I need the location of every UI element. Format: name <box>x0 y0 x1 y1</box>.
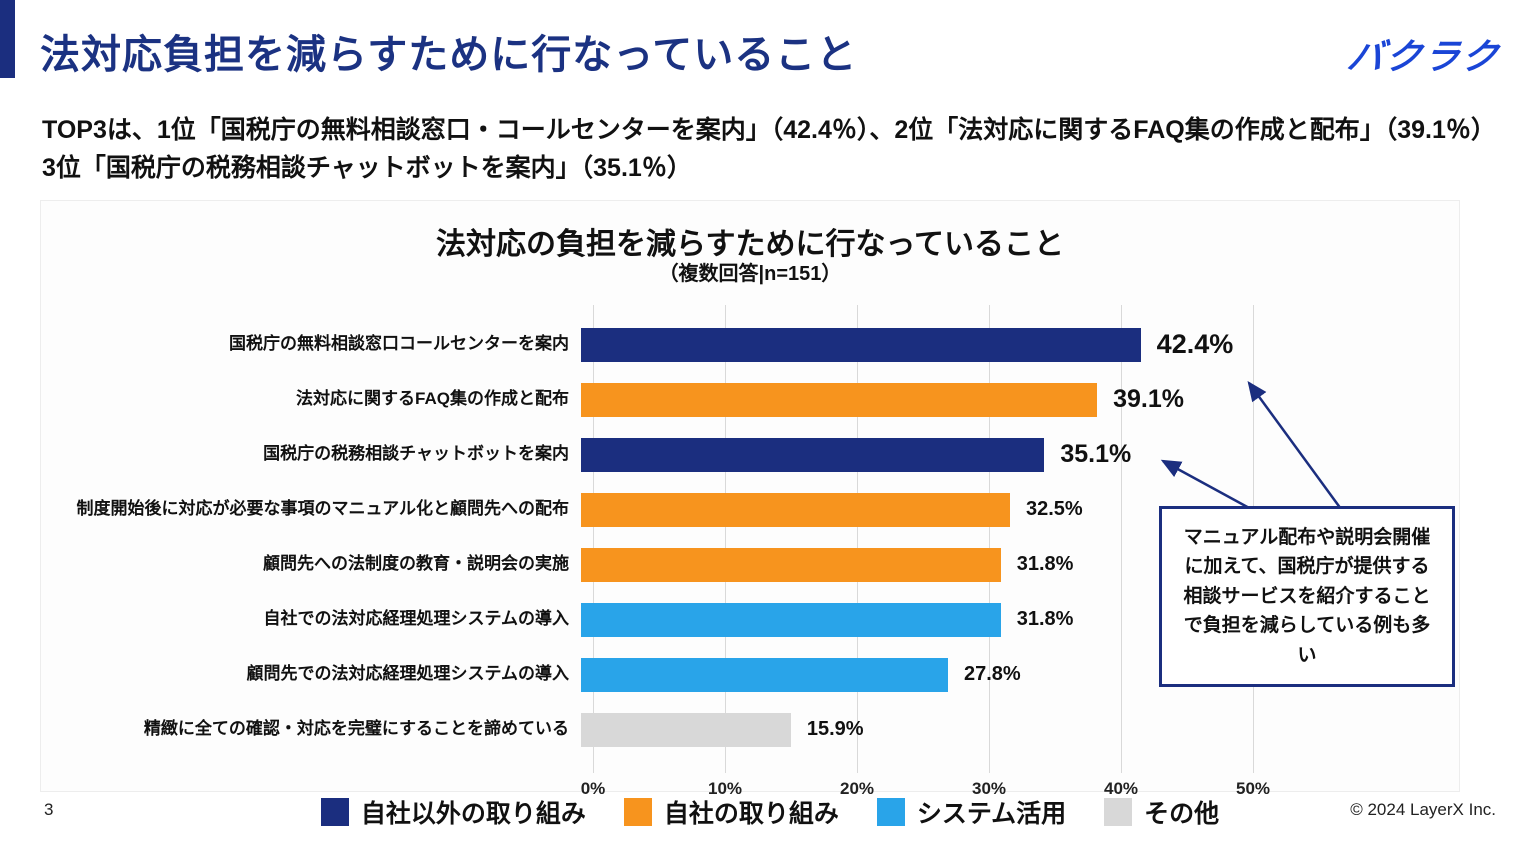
chart-row: 国税庁の無料相談窓口コールセンターを案内 42.4% <box>41 317 1459 372</box>
bar-wrap: 31.8% <box>581 537 1073 592</box>
bar-category-label: 国税庁の税務相談チャットボットを案内 <box>263 444 569 464</box>
bar-category-label: 顧問先での法対応経理処理システムの導入 <box>246 664 570 684</box>
gridline <box>593 305 594 773</box>
legend-item: 自社の取り組み <box>623 794 839 830</box>
chart-row: 法対応に関するFAQ集の作成と配布 39.1% <box>41 372 1459 427</box>
title-accent-bar <box>0 0 15 78</box>
bar-wrap: 35.1% <box>581 427 1131 482</box>
chart-row: 制度開始後に対応が必要な事項のマニュアル化と顧問先への配布 32.5% <box>41 482 1459 537</box>
chart-row: 精緻に全ての確認・対応を完璧にすることを諦めている 15.9% <box>41 702 1459 757</box>
bar-value-label: 39.1% <box>1113 385 1184 413</box>
legend-label: システム活用 <box>916 800 1067 828</box>
bar-category-label: 顧問先への法制度の教育・説明会の実施 <box>263 554 569 574</box>
bar-value-label: 31.8% <box>1016 553 1074 575</box>
legend-swatch <box>1104 798 1133 826</box>
bar <box>581 712 791 747</box>
bar <box>581 547 1001 582</box>
page-title: 法対応負担を減らすために行なっていること <box>40 33 858 77</box>
bar-category-label: 国税庁の無料相談窓口コールセンターを案内 <box>229 334 569 354</box>
bar <box>581 382 1098 417</box>
bar-wrap: 39.1% <box>581 372 1184 427</box>
bakuraku-logo: バクラク <box>1344 36 1503 77</box>
bar-value-label: 27.8% <box>963 663 1021 685</box>
gridline <box>989 305 990 773</box>
legend-item: その他 <box>1104 794 1219 830</box>
bar-category-label: 精緻に全ての確認・対応を完璧にすることを諦めている <box>143 719 569 739</box>
chart-row: 自社での法対応経理処理システムの導入 31.8% <box>41 592 1459 647</box>
legend-swatch <box>320 798 349 826</box>
bar-wrap: 27.8% <box>581 647 1021 702</box>
bar-wrap: 42.4% <box>581 317 1233 372</box>
legend-label: 自社の取り組み <box>663 800 839 828</box>
x-tick-label: 50% <box>1235 779 1271 798</box>
bar <box>581 437 1045 472</box>
x-tick-label: 0% <box>580 779 606 798</box>
bar-value-label: 31.8% <box>1016 608 1074 630</box>
x-tick-label: 40% <box>1103 779 1139 798</box>
bar <box>581 602 1001 637</box>
callout-box: マニュアル配布や説明会開催に加えて、国税庁が提供する相談サービスを紹介することで… <box>1159 506 1455 688</box>
bar-category-label: 自社での法対応経理処理システムの導入 <box>263 609 570 629</box>
bar-value-label: 15.9% <box>806 718 864 740</box>
bar-category-label: 制度開始後に対応が必要な事項のマニュアル化と顧問先への配布 <box>76 499 570 519</box>
chart-row: 国税庁の税務相談チャットボットを案内 35.1% <box>41 427 1459 482</box>
x-tick-label: 10% <box>707 779 743 798</box>
bar-value-label: 35.1% <box>1060 440 1132 468</box>
bar-value-label: 42.4% <box>1156 329 1234 359</box>
gridline <box>857 305 858 773</box>
x-axis: 0% 10% 20% 30% 40% 50% <box>581 779 1270 801</box>
bar <box>581 657 948 692</box>
legend-swatch <box>623 798 652 826</box>
legend-label: 自社以外の取り組み <box>360 800 586 828</box>
chart-rows: 国税庁の無料相談窓口コールセンターを案内 42.4% 法対応に関するFAQ集の作成と… <box>41 317 1459 757</box>
legend-swatch <box>876 798 905 826</box>
bar-value-label: 32.5% <box>1026 498 1083 520</box>
bar-wrap: 32.5% <box>581 482 1083 537</box>
x-tick-label: 30% <box>971 779 1007 798</box>
bar-category-label: 法対応に関するFAQ集の作成と配布 <box>296 389 569 409</box>
legend-item: 自社以外の取り組み <box>320 794 586 830</box>
bar-wrap: 31.8% <box>581 592 1073 647</box>
chart-row: 顧問先での法対応経理処理システムの導入 27.8% <box>41 647 1459 702</box>
copyright: © 2024 LayerX Inc. <box>1350 800 1496 819</box>
gridline <box>725 305 726 773</box>
bar <box>581 327 1141 362</box>
bar-wrap: 15.9% <box>581 702 864 757</box>
x-tick-label: 20% <box>839 779 875 798</box>
chart-subtitle: （複数回答|n=151） <box>658 263 842 285</box>
summary-text: TOP3は、1位「国税庁の無料相談窓口・コールセンターを案内」（42.4％）、2… <box>42 116 1496 182</box>
callout-text: マニュアル配布や説明会開催に加えて、国税庁が提供する相談サービスを紹介することで… <box>1183 527 1431 666</box>
bar <box>581 492 1010 527</box>
chart-title: 法対応の負担を減らすために行なっていること <box>436 228 1064 261</box>
chart-card: 法対応の負担を減らすために行なっていること （複数回答|n=151） 国税庁の無… <box>40 200 1460 798</box>
page-number: 3 <box>44 800 54 819</box>
gridline <box>1121 305 1122 773</box>
chart-row: 顧問先への法制度の教育・説明会の実施 31.8% <box>41 537 1459 592</box>
legend-item: システム活用 <box>876 794 1067 830</box>
legend-label: その他 <box>1144 800 1220 828</box>
chart-legend: 自社以外の取り組み 自社の取り組み システム活用 その他 <box>0 794 1540 830</box>
